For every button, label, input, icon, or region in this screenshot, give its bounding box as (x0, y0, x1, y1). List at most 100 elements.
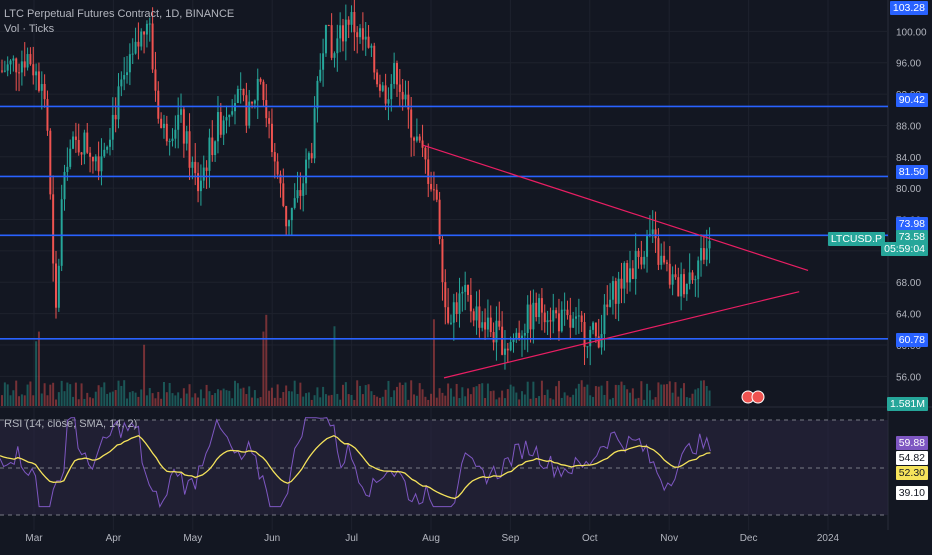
candle-body (682, 274, 685, 295)
candle-body (26, 54, 29, 68)
candle-body (157, 90, 160, 119)
candle-body (228, 114, 231, 118)
volume-bar (503, 398, 506, 406)
volume-bar (387, 380, 390, 406)
volume-bar (126, 398, 129, 406)
volume-bar (265, 314, 268, 406)
y-tick-label: 84.00 (896, 153, 921, 164)
candle-body (609, 299, 612, 307)
candle-body (171, 138, 174, 142)
volume-bar (577, 383, 580, 406)
level-tag-3: 73.98 (895, 217, 928, 231)
volume-bar (657, 382, 660, 406)
volume-bar (620, 381, 623, 406)
volume-bar (401, 384, 404, 406)
candle-body (6, 64, 9, 71)
volume-bar (529, 398, 532, 406)
volume-bar (111, 391, 114, 406)
volume-bar (248, 386, 251, 406)
candle-body (455, 302, 458, 315)
volume-bar (569, 397, 572, 406)
candle-body (37, 71, 40, 91)
candle-body (66, 166, 69, 172)
candle-body (251, 101, 254, 104)
candle-body (702, 248, 705, 260)
candle-body (441, 238, 444, 283)
candle-body (15, 58, 18, 73)
volume-bar (37, 331, 40, 406)
volume-bar (526, 381, 529, 406)
volume-bar (606, 380, 609, 406)
volume-bar (91, 398, 94, 406)
volume-bar (702, 380, 705, 406)
volume-bar (316, 387, 319, 406)
volume-bar (296, 393, 299, 406)
volume-bar (341, 384, 344, 406)
top-axis-tag: 103.28 (889, 1, 928, 15)
candle-body (526, 304, 529, 333)
volume-bar (322, 386, 325, 406)
candle-body (344, 19, 347, 42)
volume-bar (447, 383, 450, 406)
candle-body (549, 320, 552, 322)
volume-bar (214, 393, 217, 406)
candle-body (276, 161, 279, 175)
volume-bar (540, 380, 543, 406)
candle-body (529, 304, 532, 330)
volume-bar (475, 386, 478, 406)
candle-body (268, 118, 271, 124)
volume-bar (165, 392, 168, 406)
candle-body (398, 84, 401, 92)
volume-bar (89, 397, 92, 406)
candle-body (594, 322, 597, 337)
rsi-upper-tag: 54.82 (895, 451, 928, 465)
candle-body (407, 94, 410, 110)
candle-body (509, 342, 512, 351)
candle-body (674, 274, 677, 278)
candle-body (333, 53, 336, 58)
candle-body (253, 100, 256, 104)
candle-body (555, 310, 558, 314)
candle-body (148, 23, 151, 25)
volume-bar (344, 382, 347, 406)
volume-bar (680, 388, 683, 406)
volume-bar (191, 397, 194, 406)
candle-body (685, 283, 688, 295)
candle-body (415, 136, 418, 141)
volume-bar (154, 398, 157, 406)
candle-body (35, 71, 38, 76)
volume-bar (305, 393, 308, 406)
volume-bar (549, 398, 552, 406)
candle-body (265, 100, 268, 119)
volume-bar (415, 395, 418, 406)
volume-bar (486, 383, 489, 406)
candle-body (657, 238, 660, 265)
candle-body (69, 148, 72, 167)
candle-body (575, 316, 577, 319)
candle-body (185, 131, 188, 144)
candle-body (481, 322, 484, 328)
volume-bar (143, 344, 146, 406)
candle-body (572, 318, 575, 328)
volume-bar (94, 391, 97, 406)
volume-bar (435, 397, 438, 406)
candle-body (205, 167, 208, 171)
candle-body (197, 173, 200, 192)
candle-body (546, 320, 549, 323)
volume-bar (103, 382, 106, 406)
candle-body (123, 75, 126, 80)
volume-bar (140, 389, 143, 406)
volume-bar (15, 380, 18, 406)
volume-bar (407, 399, 410, 406)
candle-body (77, 139, 80, 153)
candle-body (248, 101, 251, 126)
candle-body (663, 255, 666, 263)
volume-bar (160, 398, 163, 406)
candle-body (557, 313, 560, 332)
candle-body (390, 83, 393, 100)
candle-body (214, 141, 217, 156)
volume-bar (631, 388, 634, 406)
volume-bar (663, 384, 666, 406)
